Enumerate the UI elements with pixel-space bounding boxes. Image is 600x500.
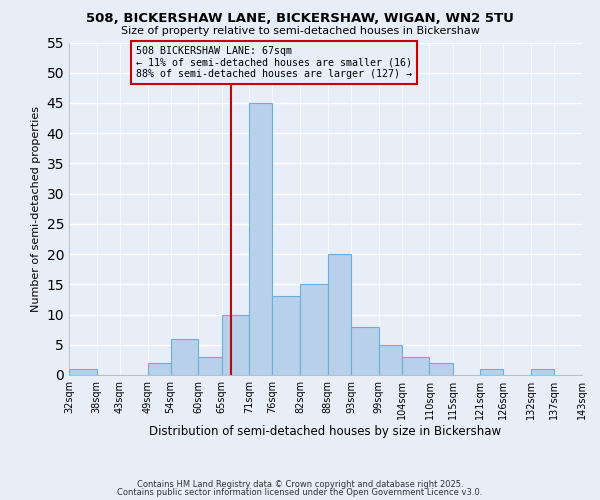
Bar — [221, 314, 249, 375]
Y-axis label: Number of semi-detached properties: Number of semi-detached properties — [31, 106, 41, 312]
Bar — [328, 254, 351, 375]
Bar — [69, 369, 97, 375]
Bar — [351, 326, 379, 375]
Bar — [148, 363, 170, 375]
Bar — [199, 357, 221, 375]
Bar — [531, 369, 554, 375]
Text: Size of property relative to semi-detached houses in Bickershaw: Size of property relative to semi-detach… — [121, 26, 479, 36]
Bar — [430, 363, 452, 375]
Bar — [379, 345, 402, 375]
X-axis label: Distribution of semi-detached houses by size in Bickershaw: Distribution of semi-detached houses by … — [149, 424, 502, 438]
Text: Contains HM Land Registry data © Crown copyright and database right 2025.: Contains HM Land Registry data © Crown c… — [137, 480, 463, 489]
Text: 508, BICKERSHAW LANE, BICKERSHAW, WIGAN, WN2 5TU: 508, BICKERSHAW LANE, BICKERSHAW, WIGAN,… — [86, 12, 514, 26]
Bar — [272, 296, 300, 375]
Bar — [300, 284, 328, 375]
Bar — [402, 357, 430, 375]
Bar — [481, 369, 503, 375]
Bar — [170, 338, 199, 375]
Bar — [249, 103, 272, 375]
Text: 508 BICKERSHAW LANE: 67sqm
← 11% of semi-detached houses are smaller (16)
88% of: 508 BICKERSHAW LANE: 67sqm ← 11% of semi… — [136, 46, 412, 79]
Text: Contains public sector information licensed under the Open Government Licence v3: Contains public sector information licen… — [118, 488, 482, 497]
